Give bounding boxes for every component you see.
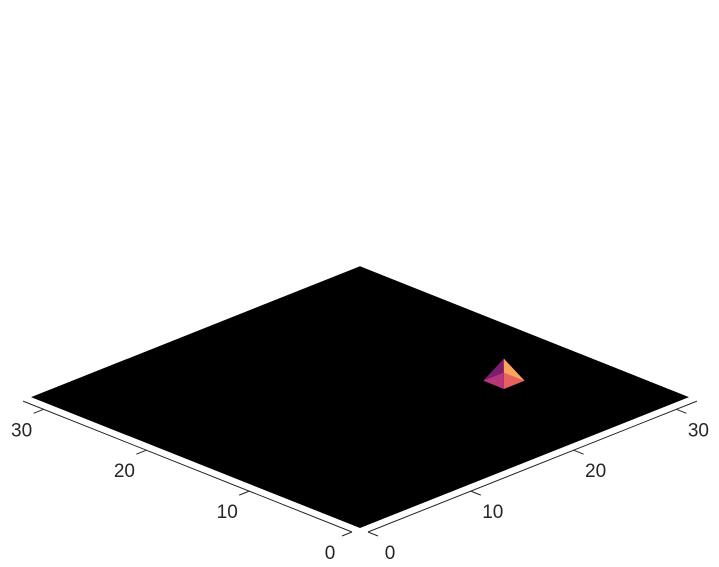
y-tick-label: 0 bbox=[325, 543, 336, 564]
surface-peak bbox=[483, 358, 525, 389]
peak-face bbox=[503, 358, 525, 381]
y-tick-mark bbox=[33, 408, 44, 414]
x-tick-mark bbox=[470, 490, 481, 496]
y-axis-line bbox=[22, 400, 353, 533]
x-tick-label: 0 bbox=[385, 543, 396, 564]
y-tick-label: 10 bbox=[217, 502, 238, 523]
y-tick-mark bbox=[341, 531, 353, 537]
y-tick-label: 30 bbox=[11, 420, 32, 441]
x-tick-label: 10 bbox=[482, 502, 503, 523]
surface-floor bbox=[31, 266, 689, 528]
x-axis-line bbox=[367, 400, 698, 533]
y-tick-mark bbox=[239, 490, 250, 496]
axes: 0 10 20 30 0 10 20 30 bbox=[11, 400, 709, 564]
x-tick-mark bbox=[573, 449, 584, 455]
x-tick-label: 20 bbox=[585, 461, 606, 482]
y-tick-mark bbox=[136, 449, 147, 455]
x-tick-label: 30 bbox=[688, 420, 709, 441]
peak-face bbox=[483, 358, 504, 381]
x-tick-mark bbox=[676, 408, 687, 414]
x-tick-mark bbox=[367, 531, 379, 537]
y-tick-label: 20 bbox=[114, 461, 135, 482]
